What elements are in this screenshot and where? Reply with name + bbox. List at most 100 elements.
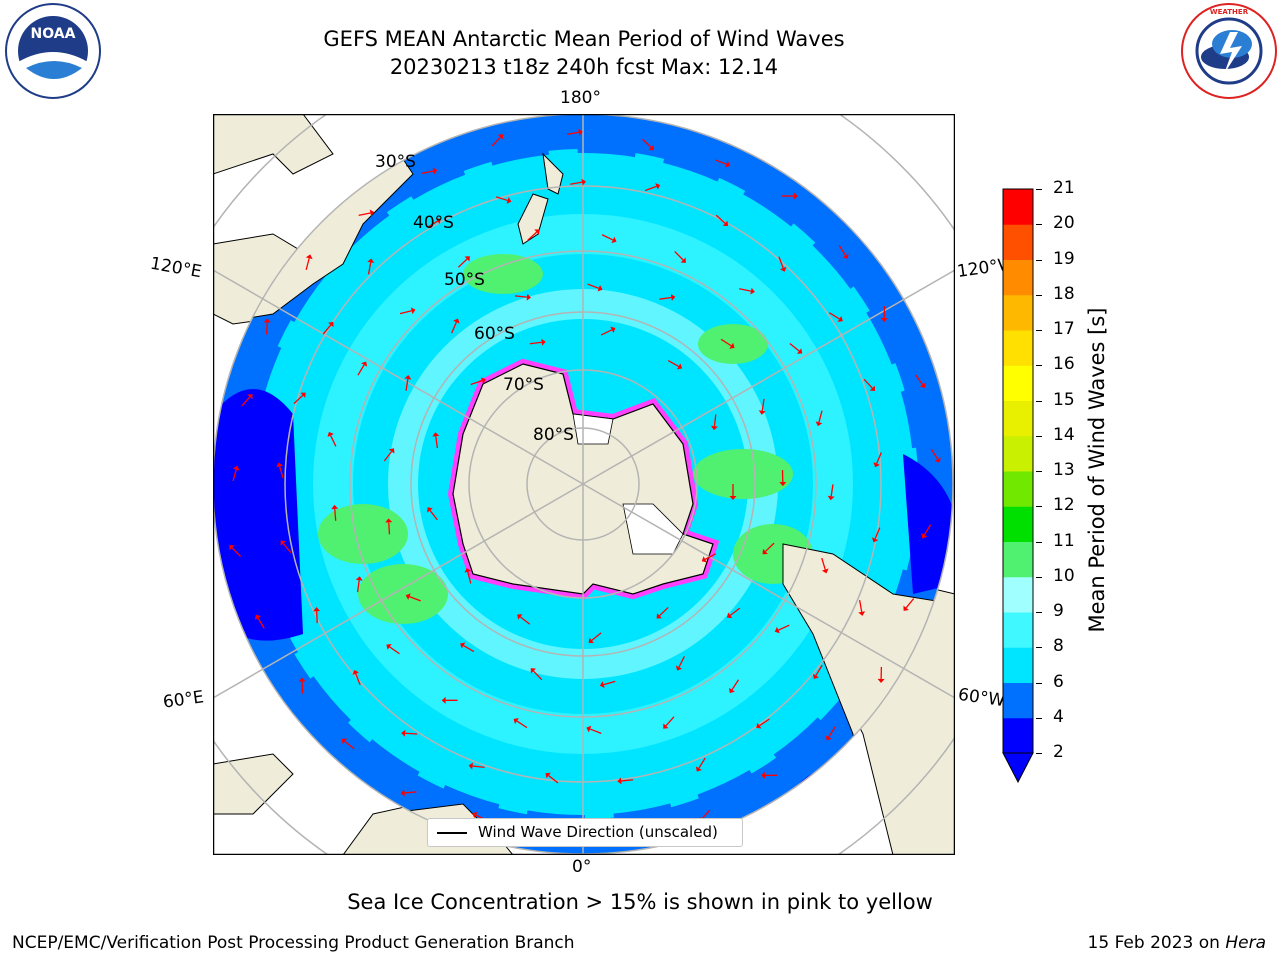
wind-wave-arrow: [241, 396, 251, 407]
wind-wave-arrow: [265, 322, 268, 335]
colorbar-tick-label: 6: [1053, 671, 1064, 692]
wind-wave-arrow-head: [232, 465, 240, 471]
wind-wave-arrow-head: [352, 670, 359, 676]
colorbar-tick-mark: [1036, 647, 1042, 649]
wind-wave-arrow: [322, 324, 332, 335]
colorbar-tick-label: 15: [1053, 389, 1075, 410]
wind-wave-arrow-head: [331, 504, 339, 510]
wind-wave-arrow: [491, 136, 501, 147]
wind-wave-arrow-head: [367, 258, 375, 264]
nws-logo: WEATHER: [1181, 3, 1277, 99]
wind-wave-arrow: [257, 617, 265, 629]
wind-wave-arrow: [472, 765, 485, 769]
wind-wave-arrow-head: [670, 294, 676, 301]
wind-wave-arrow-head: [247, 393, 253, 400]
wind-wave-arrow: [409, 596, 421, 602]
wind-wave-arrow-head: [305, 254, 313, 260]
wind-wave-arrow-head: [815, 421, 823, 427]
wind-wave-arrow-head: [934, 457, 941, 463]
wind-wave-arrow: [405, 378, 409, 391]
wind-wave-arrow: [383, 451, 393, 462]
wind-wave-arrow-head: [656, 613, 662, 619]
footer-date: 15 Feb 2023 on Hera: [1088, 933, 1266, 953]
wind-wave-arrow-head: [385, 518, 393, 523]
wind-wave-arrow-head: [341, 738, 347, 745]
lon-label-bottom: 0°: [572, 857, 592, 877]
wind-wave-arrow-head: [369, 209, 375, 217]
wind-wave-arrow: [514, 295, 528, 298]
colorbar-bin: [1003, 189, 1033, 225]
colorbar-tick-label: 20: [1053, 213, 1075, 234]
wind-wave-arrow-head: [453, 318, 460, 324]
colorbar-tick-mark: [1036, 753, 1042, 754]
wind-wave-arrow-head: [869, 385, 875, 392]
wind-wave-arrow-head: [410, 307, 416, 315]
colorbar-tick-mark: [1036, 294, 1042, 296]
wind-wave-arrow: [315, 611, 318, 624]
wind-wave-arrow: [715, 214, 726, 224]
wind-wave-arrow: [642, 138, 652, 148]
wind-wave-arrow: [764, 542, 775, 552]
wind-wave-arrow-head: [588, 637, 594, 644]
wind-wave-arrow-head: [545, 772, 551, 779]
wind-wave-arrow-head: [263, 318, 271, 323]
wind-wave-arrow: [778, 624, 790, 631]
wind-wave-arrow-head: [327, 431, 334, 438]
wind-wave-arrow: [429, 510, 438, 521]
wind-wave-arrow: [828, 312, 840, 320]
wind-wave-arrow-head: [300, 392, 306, 398]
colorbar-bin: [1003, 506, 1033, 542]
wind-wave-arrow-head: [404, 374, 412, 380]
wind-wave-arrow: [388, 522, 391, 535]
wind-wave-arrow: [644, 185, 657, 192]
colorbar-tick-mark: [1036, 435, 1042, 437]
wind-wave-arrow-head: [842, 253, 849, 259]
wind-wave-arrow-head: [676, 363, 683, 370]
wind-wave-arrow-head: [586, 725, 592, 733]
wind-wave-arrow-head: [480, 377, 486, 384]
wind-wave-arrow: [334, 508, 337, 521]
colorbar-tick-label: 10: [1053, 565, 1075, 586]
wind-wave-arrow: [232, 469, 237, 482]
wind-wave-arrow: [828, 726, 836, 738]
lat-label-40: 40°S: [413, 213, 454, 233]
wind-wave-arrow-head: [276, 462, 283, 468]
wind-wave-arrow: [405, 732, 418, 735]
wind-wave-arrow-head: [750, 287, 755, 295]
polar-map: [213, 114, 955, 855]
colorbar-bin: [1003, 471, 1033, 507]
wind-wave-arrow: [589, 728, 602, 734]
wind-wave-arrow: [739, 288, 752, 292]
lon-label-lower-right: 60°W: [956, 684, 1007, 712]
wind-wave-arrow-head: [361, 361, 368, 367]
wind-wave-arrow-head: [827, 495, 835, 501]
wind-wave-arrow-head: [435, 218, 441, 225]
noaa-logo: NOAA: [5, 3, 101, 99]
wind-wave-arrow: [915, 374, 924, 386]
colorbar-bin: [1003, 224, 1033, 260]
wind-wave-arrow-head: [497, 134, 504, 140]
wind-wave-arrow-head: [873, 462, 880, 468]
wind-wave-arrow: [698, 757, 706, 769]
wind-wave-arrow-head: [710, 425, 718, 431]
colorbar-tick-mark: [1036, 259, 1042, 261]
wind-wave-arrow-head: [280, 540, 286, 546]
wind-wave-arrow-head: [871, 537, 879, 543]
colorbar-tick-mark: [1036, 612, 1042, 613]
wind-wave-arrow-head: [530, 668, 537, 674]
footer-date-text: 15 Feb 2023 on: [1087, 933, 1226, 953]
colorbar-tick-label: 19: [1053, 248, 1075, 269]
wind-wave-arrow-head: [837, 316, 843, 322]
wind-wave-arrow: [759, 718, 770, 727]
wind-wave-arrow: [548, 775, 559, 784]
wind-wave-arrow-head: [729, 496, 737, 500]
wind-wave-arrow-head: [599, 681, 605, 688]
wind-wave-arrow-head: [581, 178, 587, 186]
noaa-logo-text: NOAA: [31, 26, 76, 42]
colorbar-bin: [1003, 541, 1033, 578]
wind-wave-arrow: [587, 283, 600, 289]
colorbar-tick-mark: [1036, 224, 1042, 226]
chart-title: GEFS MEAN Antarctic Mean Period of Wind …: [323, 27, 845, 51]
lat-label-70: 70°S: [503, 375, 544, 395]
wind-wave-arrow: [301, 681, 304, 694]
